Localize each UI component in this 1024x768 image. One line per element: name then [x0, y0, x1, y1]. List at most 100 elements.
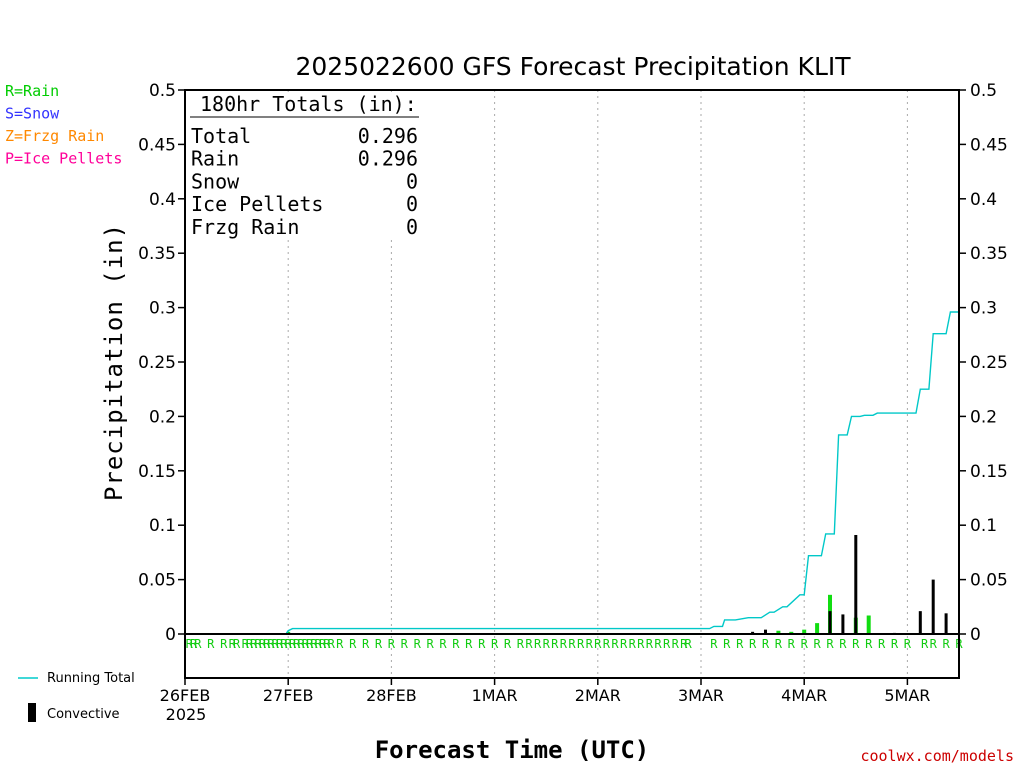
rain-marker: R — [315, 637, 323, 651]
rain-marker: R — [263, 637, 271, 651]
convective-bar — [828, 611, 832, 634]
rain-bar — [789, 631, 794, 634]
rain-marker: R — [233, 637, 241, 651]
totals-box: 180hr Totals (in): Total 0.296 Rain 0.296 Sno… — [190, 92, 430, 239]
y-tick-label-right: 0 — [970, 625, 981, 645]
rain-marker: R — [826, 637, 834, 651]
rain-marker: R — [680, 637, 688, 651]
rain-marker: R — [254, 637, 262, 651]
rain-marker: R — [323, 637, 331, 651]
x-year-label: 2025 — [166, 705, 207, 724]
rain-marker: R — [921, 637, 929, 651]
y-tick-label: 0.05 — [138, 571, 176, 591]
y-tick-label: 0.15 — [138, 462, 176, 482]
totals-value: 0.296 — [358, 124, 418, 148]
rain-bar — [776, 630, 781, 634]
totals-value: 0.296 — [358, 147, 418, 171]
rain-marker: R — [684, 637, 692, 651]
rain-marker: R — [568, 637, 576, 651]
y-tick-label: 0 — [165, 625, 176, 645]
rain-marker: R — [207, 637, 215, 651]
rain-marker: R — [250, 637, 258, 651]
rain-marker: R — [878, 637, 886, 651]
y-tick-label-right: 0.3 — [970, 299, 997, 319]
rain-marker: R — [293, 637, 301, 651]
rain-marker: R — [813, 637, 821, 651]
x-tick-label: 4MAR — [781, 686, 827, 705]
rain-marker: R — [762, 637, 770, 651]
rain-marker: R — [594, 637, 602, 651]
rain-marker: R — [646, 637, 654, 651]
rain-marker: R — [637, 637, 645, 651]
totals-label: Total — [191, 124, 251, 148]
rain-marker: R — [242, 637, 250, 651]
rain-marker: R — [865, 637, 873, 651]
convective-bar — [918, 611, 922, 634]
rain-marker: R — [852, 637, 860, 651]
legend-item: P=Ice Pellets — [5, 150, 122, 168]
rain-bar — [802, 629, 807, 634]
rain-marker: R — [736, 637, 744, 651]
y-tick-label: 0.35 — [138, 244, 176, 264]
rain-marker: R — [246, 637, 254, 651]
totals-header: 180hr Totals (in): — [200, 92, 417, 116]
x-tick-label: 1MAR — [472, 686, 518, 705]
precip-type-legend: R=Rain S=Snow Z=Frzg Rain P=Ice Pellets — [5, 82, 122, 168]
rain-marker: R — [603, 637, 611, 651]
y-tick-label-right: 0.05 — [970, 571, 1008, 591]
rain-marker: R — [525, 637, 533, 651]
legend-item: R=Rain — [5, 82, 59, 100]
x-tick-label: 3MAR — [678, 686, 724, 705]
y-axis-left-ticks: 0 0.05 0.1 0.15 0.2 0.25 0.3 0.35 0.4 0.45 0.5 — [138, 81, 185, 645]
rain-marker: R — [904, 637, 912, 651]
rain-marker: R — [629, 637, 637, 651]
convective-bar — [931, 579, 935, 634]
x-tick-label: 2MAR — [575, 686, 621, 705]
rain-marker: R — [414, 637, 422, 651]
convective-bar — [854, 534, 858, 634]
x-tick-label: 27FEB — [263, 686, 314, 705]
rain-marker: R — [362, 637, 370, 651]
y-tick-label-right: 0.15 — [970, 462, 1008, 482]
rain-marker: R — [302, 637, 310, 651]
rain-marker: R — [310, 637, 318, 651]
rain-marker: R — [186, 637, 194, 651]
y-tick-label-right: 0.25 — [970, 353, 1008, 373]
rain-marker: R — [663, 637, 671, 651]
rain-marker: R — [285, 637, 293, 651]
y-tick-label-right: 0.5 — [970, 81, 997, 101]
rain-marker: R — [289, 637, 297, 651]
rain-marker: R — [723, 637, 731, 651]
rain-marker: R — [577, 637, 585, 651]
y-tick-label: 0.4 — [149, 190, 176, 210]
y-tick-label-right: 0.1 — [970, 516, 997, 536]
rain-marker: R — [306, 637, 314, 651]
y-tick-label-right: 0.45 — [970, 135, 1008, 155]
x-tick-label: 5MAR — [884, 686, 930, 705]
rain-marker: R — [534, 637, 542, 651]
rain-marker: R — [586, 637, 594, 651]
legend-item: Z=Frzg Rain — [5, 127, 104, 145]
y-tick-label-right: 0.4 — [970, 190, 997, 210]
x-axis-label: Forecast Time (UTC) — [375, 736, 650, 764]
rain-marker: R — [551, 637, 559, 651]
rain-marker: R — [229, 637, 237, 651]
rain-marker: R — [620, 637, 628, 651]
rain-marker: R — [654, 637, 662, 651]
rain-marker: R — [517, 637, 525, 651]
rain-marker: R — [710, 637, 718, 651]
rain-marker: R — [349, 637, 357, 651]
x-axis-ticks: 26FEB 27FEB 28FEB 1MAR 2MAR 3MAR 4MAR 5MAR — [160, 678, 930, 705]
chart-title: 2025022600 GFS Forecast Precipitation KL… — [295, 52, 851, 81]
rain-marker: R — [504, 637, 512, 651]
rain-marker: R — [220, 637, 228, 651]
totals-value: 0 — [406, 169, 418, 193]
y-tick-label: 0.2 — [149, 407, 176, 427]
y-tick-label: 0.5 — [149, 81, 176, 101]
y-tick-label: 0.25 — [138, 353, 176, 373]
totals-label: Snow — [191, 169, 240, 193]
rain-marker: R — [491, 637, 499, 651]
rain-marker: R — [272, 637, 280, 651]
